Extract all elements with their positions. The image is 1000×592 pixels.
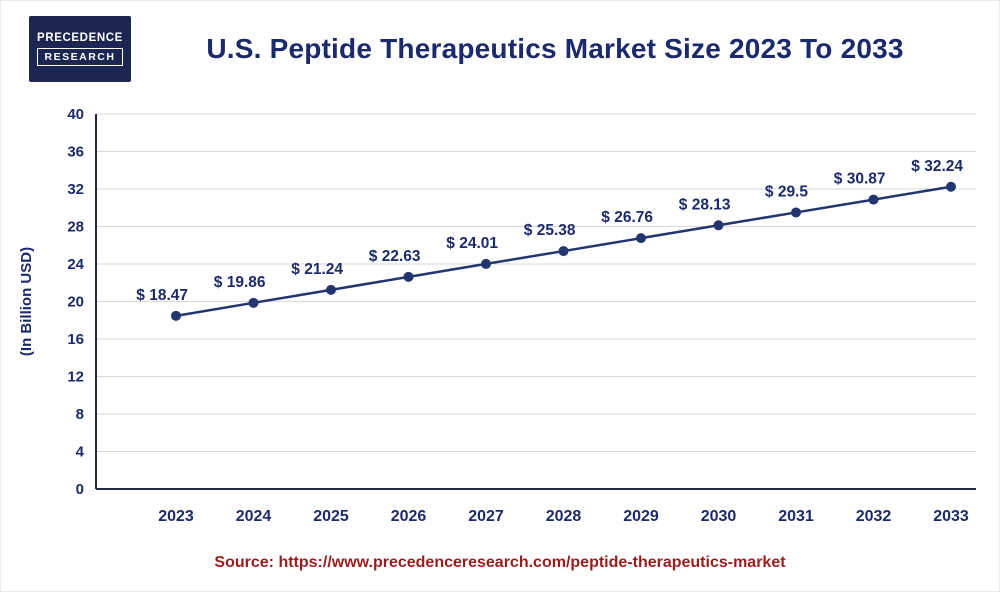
data-point: [946, 181, 956, 192]
data-point: [326, 284, 336, 295]
data-point: [481, 258, 491, 269]
chart-area: 0 4 8 12 16 20 24 28 32 36 40 (In Billion USD) $ 18.…: [1, 96, 999, 546]
value-label: $ 19.86: [214, 274, 266, 291]
x-axis-label: 2026: [391, 508, 427, 525]
source-link[interactable]: Source: https://www.precedenceresearch.c…: [214, 554, 786, 571]
x-axis-label: 2023: [158, 508, 194, 525]
logo-text-top: PRECEDENCE: [37, 31, 123, 44]
header: PRECEDENCE RESEARCH U.S. Peptide Therape…: [1, 1, 999, 96]
data-point: [248, 297, 259, 308]
data-point: [713, 220, 724, 231]
x-axis-label: 2027: [468, 508, 504, 525]
data-point: [403, 271, 414, 282]
value-label: $ 30.87: [834, 171, 886, 188]
page-title: U.S. Peptide Therapeutics Market Size 20…: [206, 32, 904, 64]
data-point: [791, 207, 801, 218]
x-axis-label: 2025: [313, 508, 349, 525]
x-axis-label: 2030: [701, 508, 737, 525]
data-point: [171, 310, 181, 321]
logo-text-bottom: RESEARCH: [36, 47, 124, 66]
value-label: $ 29.5: [765, 183, 808, 200]
data-point: [636, 233, 646, 244]
y-tick-label: 16: [67, 331, 84, 348]
y-tick-label: 8: [76, 406, 84, 423]
y-tick-label: 28: [67, 219, 84, 236]
x-axis-label: 2024: [236, 508, 272, 525]
y-tick-label: 0: [76, 481, 84, 498]
value-label: $ 22.63: [369, 248, 421, 265]
y-tick-label: 32: [67, 181, 84, 198]
precedence-research-logo: PRECEDENCE RESEARCH: [29, 15, 131, 82]
data-point: [868, 194, 879, 205]
y-axis-title: (In Billion USD): [18, 247, 35, 356]
y-tick-label: 24: [67, 256, 84, 273]
value-label: $ 26.76: [601, 209, 653, 226]
x-axis-label: 2032: [856, 508, 892, 525]
x-axis-label: 2033: [933, 508, 969, 525]
x-axis-label: 2028: [546, 508, 582, 525]
value-label: $ 28.13: [679, 196, 731, 213]
y-tick-label: 12: [67, 369, 84, 386]
value-label: $ 25.38: [524, 222, 576, 239]
y-tick-label: 40: [67, 106, 84, 123]
source-line: Source: https://www.precedenceresearch.c…: [1, 554, 999, 572]
data-point: [558, 246, 569, 257]
x-axis-label: 2029: [623, 508, 659, 525]
value-label: $ 24.01: [446, 235, 498, 252]
y-tick-label: 36: [67, 144, 84, 161]
value-label: $ 32.24: [911, 158, 963, 175]
value-label: $ 18.47: [136, 287, 188, 304]
y-tick-label: 4: [76, 444, 85, 461]
value-label: $ 21.24: [291, 261, 343, 278]
y-tick-label: 20: [67, 294, 84, 311]
x-axis-label: 2031: [778, 508, 814, 525]
